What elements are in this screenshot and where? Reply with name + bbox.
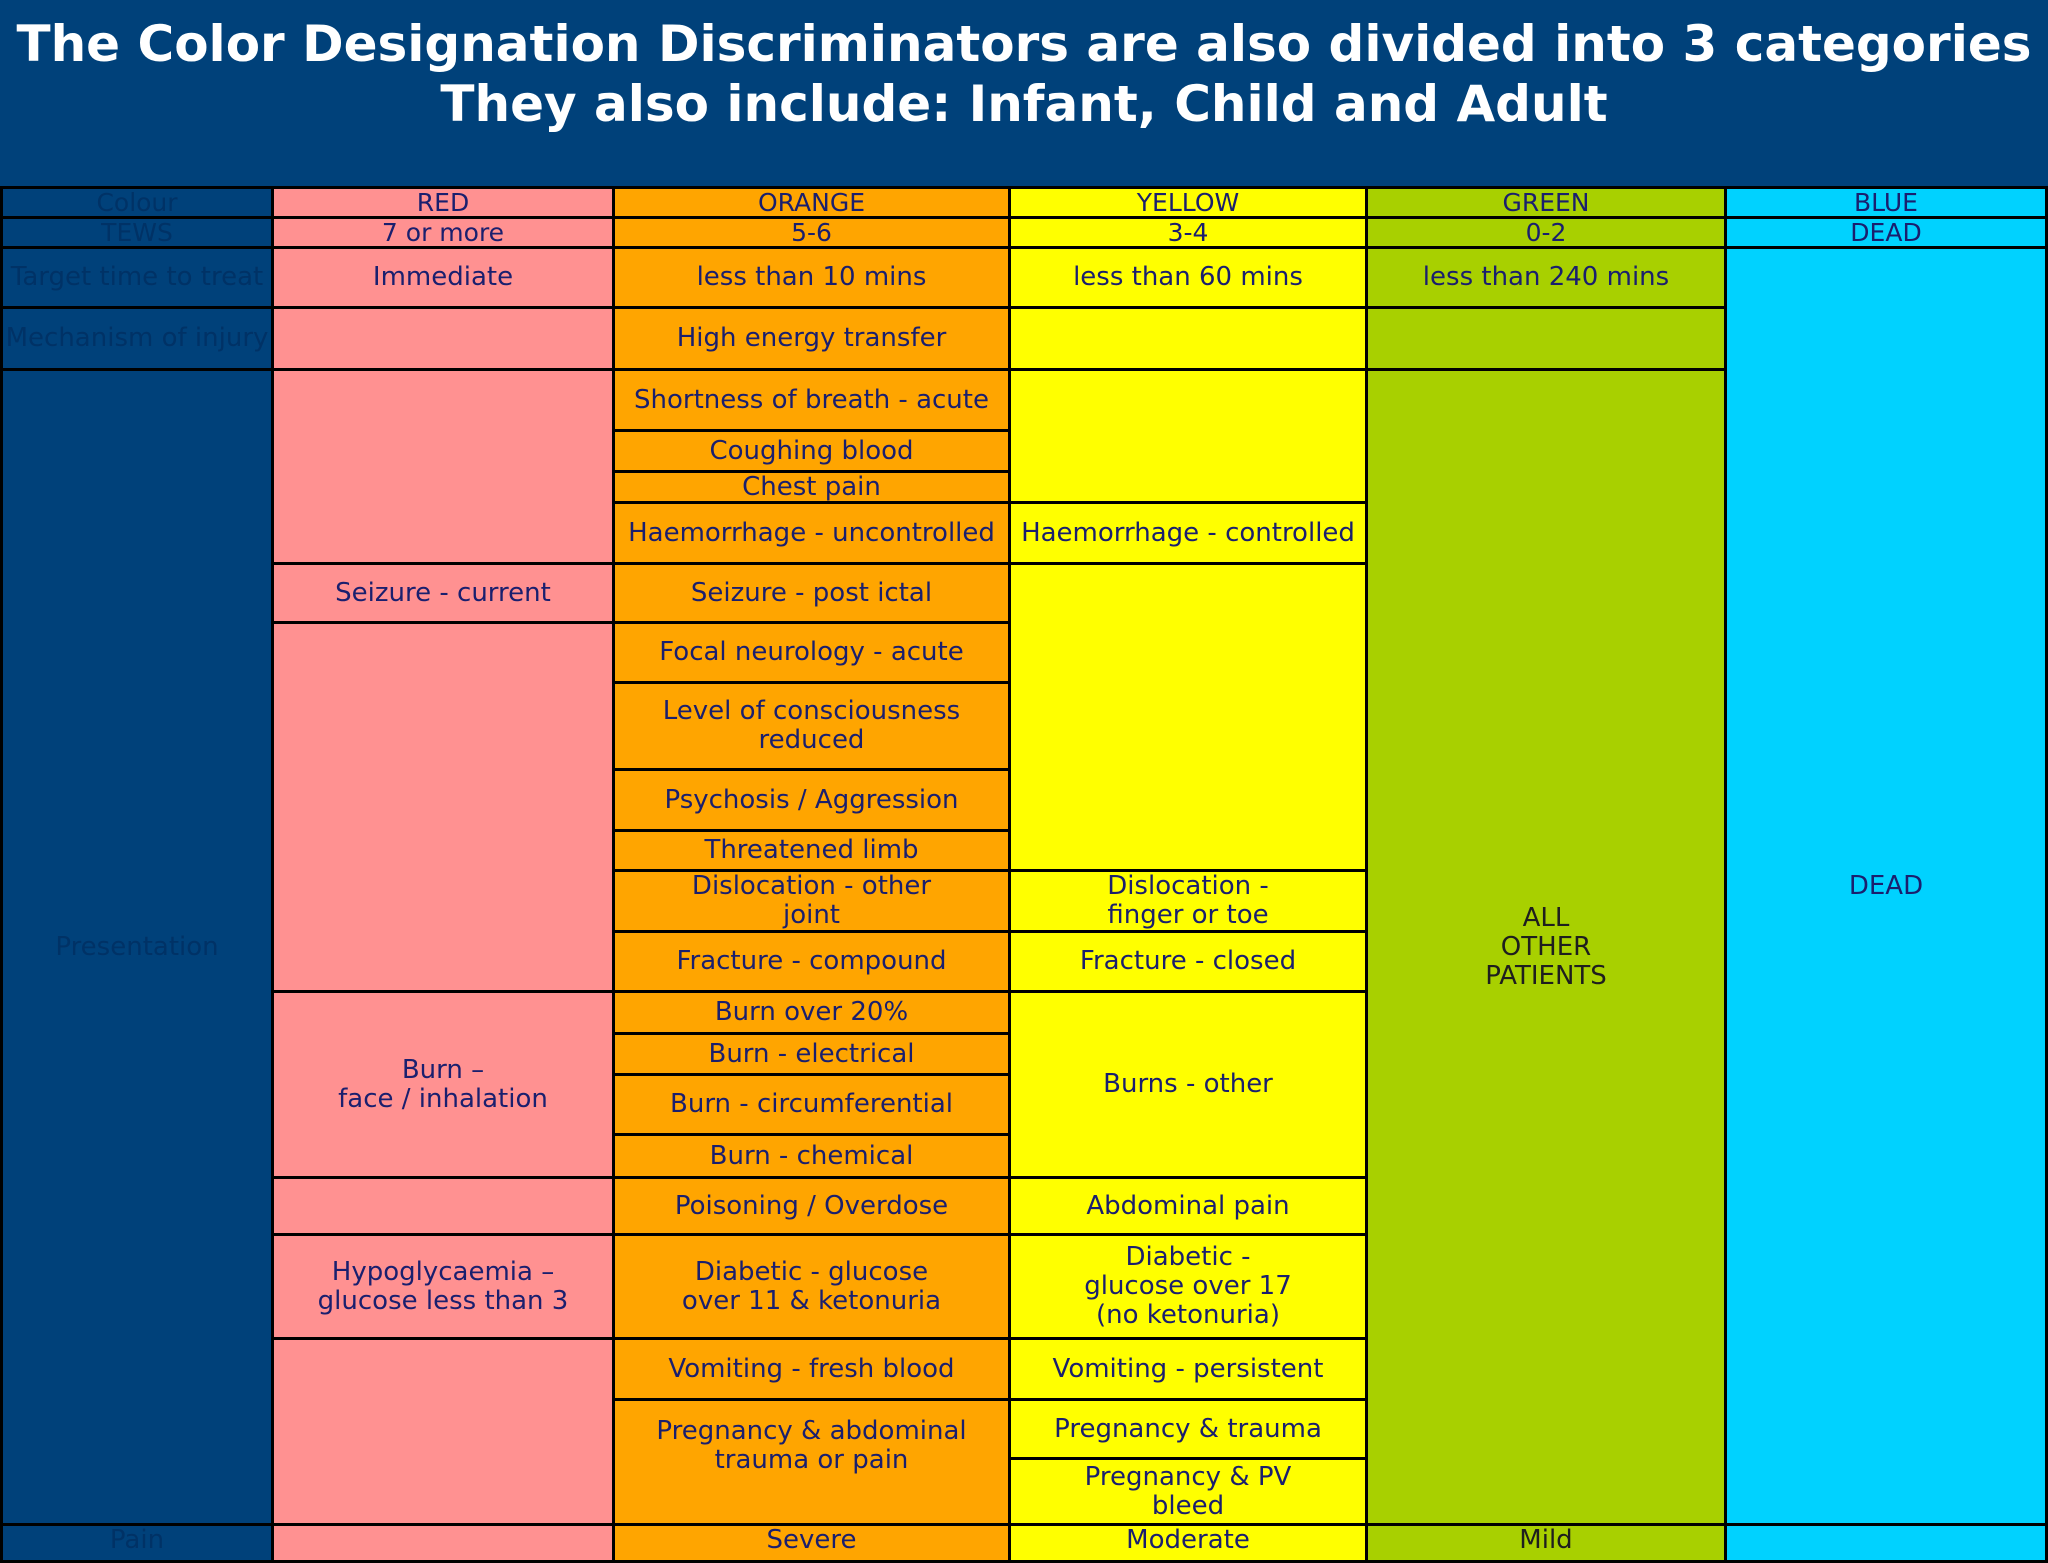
orange-cell: Vomiting - fresh blood	[612, 1337, 1011, 1401]
target-yellow: less than 60 mins	[1008, 246, 1368, 309]
yellow-cell: Pregnancy & PV bleed	[1008, 1457, 1368, 1526]
red-cell-empty	[271, 1176, 615, 1236]
orange-cell: Burn - electrical	[612, 1032, 1011, 1076]
orange-cell: Psychosis / Aggression	[612, 768, 1011, 832]
pain-orange: Severe	[612, 1523, 1011, 1563]
pain-red	[271, 1523, 615, 1563]
row-label-target-time: Target time to treat	[0, 246, 274, 309]
orange-cell: Seizure - post ictal	[612, 562, 1011, 624]
orange-cell: Haemorrhage - uncontrolled	[612, 501, 1011, 565]
orange-cell: Fracture - compound	[612, 930, 1011, 993]
row-label-pain: Pain	[0, 1523, 274, 1563]
yellow-cell: Fracture - closed	[1008, 930, 1368, 993]
orange-cell: Pregnancy & abdominal trauma or pain	[612, 1398, 1011, 1526]
tews-yellow: 3-4	[1008, 216, 1368, 249]
red-cell-empty	[271, 621, 615, 993]
colour-red: RED	[271, 186, 615, 219]
orange-cell: Burn - circumferential	[612, 1073, 1011, 1136]
colour-yellow: YELLOW	[1008, 186, 1368, 219]
yellow-cell: Dislocation - finger or toe	[1008, 869, 1368, 933]
orange-cell: Focal neurology - acute	[612, 621, 1011, 684]
orange-cell: Burn - chemical	[612, 1133, 1011, 1179]
mechanism-red	[271, 306, 615, 371]
yellow-cell: Diabetic - glucose over 17 (no ketonuria…	[1008, 1233, 1368, 1340]
red-cell: Seizure - current	[271, 562, 615, 624]
target-red: Immediate	[271, 246, 615, 309]
title-line-2: They also include: Infant, Child and Adu…	[440, 75, 1608, 133]
tews-blue: DEAD	[1724, 216, 2048, 249]
orange-cell: Shortness of breath - acute	[612, 368, 1011, 432]
orange-cell: Level of consciousness reduced	[612, 681, 1011, 771]
pain-green: Mild	[1365, 1523, 1727, 1563]
colour-blue: BLUE	[1724, 186, 2048, 219]
orange-cell: Chest pain	[612, 470, 1011, 504]
mechanism-green	[1365, 306, 1727, 371]
mechanism-orange: High energy transfer	[612, 306, 1011, 371]
red-cell: Hypoglycaemia – glucose less than 3	[271, 1233, 615, 1340]
tews-green: 0-2	[1365, 216, 1727, 249]
target-orange: less than 10 mins	[612, 246, 1011, 309]
orange-cell: Poisoning / Overdose	[612, 1176, 1011, 1236]
tews-orange: 5-6	[612, 216, 1011, 249]
row-label-presentation: Presentation	[0, 368, 274, 1526]
red-cell: Burn – face / inhalation	[271, 990, 615, 1179]
orange-cell: Burn over 20%	[612, 990, 1011, 1035]
red-cell-empty	[271, 1337, 615, 1526]
yellow-cell-empty	[1008, 368, 1368, 504]
yellow-cell: Haemorrhage - controlled	[1008, 501, 1368, 565]
title-line-1: The Color Designation Discriminators are…	[16, 15, 2032, 73]
yellow-cell: Abdominal pain	[1008, 1176, 1368, 1236]
orange-cell: Dislocation - other joint	[612, 869, 1011, 933]
yellow-cell-empty	[1008, 562, 1368, 872]
red-cell-empty	[271, 368, 615, 565]
row-label-tews: TEWS	[0, 216, 274, 249]
orange-cell: Threatened limb	[612, 829, 1011, 872]
orange-cell: Coughing blood	[612, 429, 1011, 473]
target-green: less than 240 mins	[1365, 246, 1727, 309]
blue-dead: DEAD	[1724, 246, 2048, 1526]
page-title: The Color Designation Discriminators are…	[0, 14, 2048, 134]
yellow-cell: Vomiting - persistent	[1008, 1337, 1368, 1401]
row-label-mechanism: Mechanism of injury	[0, 306, 274, 371]
yellow-cell: Burns - other	[1008, 990, 1368, 1179]
orange-cell: Diabetic - glucose over 11 & ketonuria	[612, 1233, 1011, 1340]
green-all-other-patients: ALL OTHER PATIENTS	[1365, 368, 1727, 1526]
yellow-cell: Pregnancy & trauma	[1008, 1398, 1368, 1460]
pain-yellow: Moderate	[1008, 1523, 1368, 1563]
colour-green: GREEN	[1365, 186, 1727, 219]
colour-orange: ORANGE	[612, 186, 1011, 219]
tews-red: 7 or more	[271, 216, 615, 249]
row-label-colour: Colour	[0, 186, 274, 219]
mechanism-yellow	[1008, 306, 1368, 371]
pain-blue	[1724, 1523, 2048, 1563]
